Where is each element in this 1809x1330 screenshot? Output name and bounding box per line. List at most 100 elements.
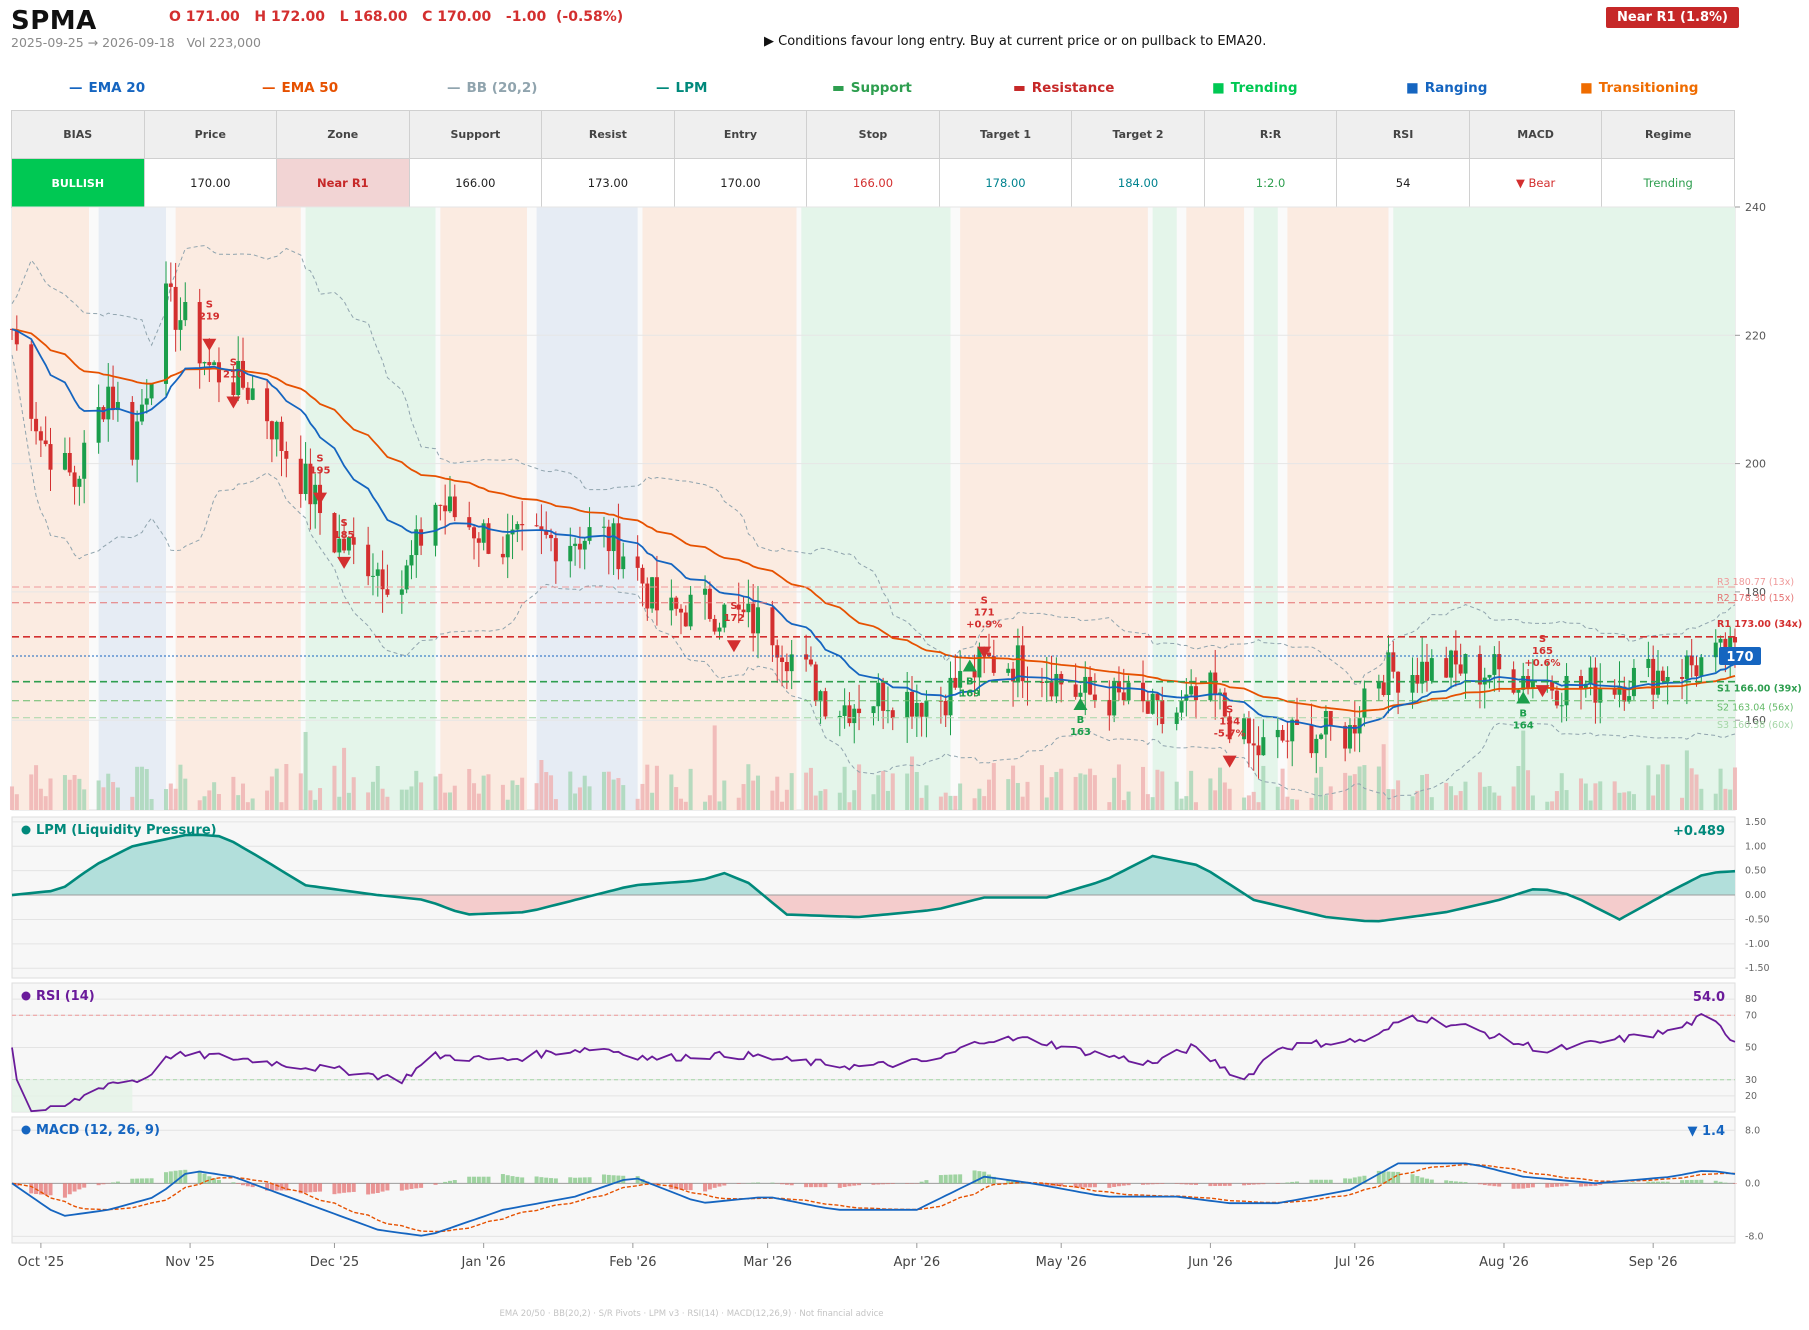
macd-histogram-bar xyxy=(1487,1183,1492,1186)
volume-bar xyxy=(919,797,924,810)
legend-ranging[interactable]: ■ Ranging xyxy=(1406,80,1487,96)
volume-bar xyxy=(1689,768,1694,810)
macd-histogram-bar xyxy=(1646,1181,1651,1184)
volume-bar xyxy=(1564,790,1569,810)
macd-signal-line xyxy=(11,1163,1736,1233)
candle-body xyxy=(265,388,270,422)
volume-bar xyxy=(645,764,650,810)
macd-histogram-bar xyxy=(924,1180,929,1184)
macd-histogram-bar xyxy=(1723,1182,1728,1184)
candle-body xyxy=(472,527,477,539)
chart-canvas[interactable]: 160 180 200 220 240 R3 180.77 (13x) R2 178.30 … xyxy=(0,200,1809,1305)
sr-level-label: R1 173.00 (34x) xyxy=(1717,619,1802,630)
volume-bar xyxy=(1545,801,1550,810)
volume-bar xyxy=(1242,797,1247,810)
macd-histogram-bar xyxy=(1078,1183,1083,1188)
legend-support[interactable]: ▬ Support xyxy=(832,80,912,96)
volume-bar xyxy=(1184,796,1189,810)
candle-body xyxy=(1246,718,1251,744)
candle-body xyxy=(1362,688,1367,718)
x-tick-label: Oct '25 xyxy=(18,1255,65,1270)
legend-ema50[interactable]: — EMA 50 xyxy=(262,80,338,96)
candle-body xyxy=(534,525,539,527)
candle-body xyxy=(1627,696,1632,702)
macd-histogram-bar xyxy=(1550,1183,1555,1188)
candle-body xyxy=(1290,719,1295,742)
candle-body xyxy=(909,691,915,717)
macd-histogram-bar xyxy=(1352,1177,1357,1184)
volume-bar xyxy=(1646,765,1651,810)
candle-body xyxy=(1424,661,1429,681)
candle-body xyxy=(746,603,751,613)
candle-body xyxy=(183,302,188,321)
signal-label: S xyxy=(730,601,737,612)
candle-body xyxy=(216,362,221,383)
legend-transitioning[interactable]: ■ Transitioning xyxy=(1580,80,1698,96)
volume-bar xyxy=(635,798,640,810)
candle-body xyxy=(414,529,419,556)
candle-body xyxy=(847,705,852,724)
col-header-rsi: RSI xyxy=(1336,110,1470,159)
macd-histogram-bar xyxy=(481,1176,486,1184)
signal-label: -5.7% xyxy=(1214,729,1246,740)
macd-histogram-bar xyxy=(1593,1183,1598,1186)
volume-bar xyxy=(1381,744,1386,810)
candle-body xyxy=(500,553,505,558)
volume-bar xyxy=(1598,781,1603,810)
macd-histogram-bar xyxy=(842,1183,847,1187)
candle-body xyxy=(1261,737,1266,756)
volume-bar xyxy=(1039,765,1044,810)
macd-histogram-bar xyxy=(337,1183,342,1194)
x-tick-label: Apr '26 xyxy=(893,1255,940,1270)
macd-histogram-bar xyxy=(29,1183,34,1194)
legend-lpm[interactable]: — LPM xyxy=(656,80,707,96)
macd-histogram-bar xyxy=(804,1183,809,1188)
candle-body xyxy=(1651,658,1656,695)
candle-body xyxy=(452,496,457,518)
macd-histogram-bar xyxy=(515,1176,520,1184)
regime-band-transitioning xyxy=(12,207,90,810)
volume-bar xyxy=(106,773,111,810)
legend-trending[interactable]: ■ Trending xyxy=(1212,80,1297,96)
volume-bar xyxy=(1285,796,1290,810)
macd-histogram-bar xyxy=(1155,1183,1160,1185)
legend-label: Transitioning xyxy=(1598,80,1699,96)
candle-body xyxy=(722,604,727,628)
candle-body xyxy=(1357,717,1362,734)
macd-histogram-bar xyxy=(452,1180,457,1184)
cell-price: 170.00 xyxy=(143,158,278,208)
volume-bar xyxy=(881,770,886,810)
candle-body xyxy=(1699,657,1704,677)
legend-bb[interactable]: — BB (20,2) xyxy=(447,80,537,96)
footer-note: EMA 20/50 · BB(20,2) · S/R Pivots · LPM … xyxy=(499,1309,884,1319)
volume-bar xyxy=(202,796,207,810)
legend-resistance[interactable]: ▬ Resistance xyxy=(1013,80,1114,96)
volume-bar xyxy=(414,770,419,810)
volume-bar xyxy=(717,801,722,810)
candle-body xyxy=(1227,716,1232,740)
volume-bar xyxy=(611,779,616,810)
signal-label: S xyxy=(340,518,347,529)
candle-body xyxy=(1088,676,1093,695)
signal-label: 172 xyxy=(723,613,744,624)
candle-body xyxy=(82,442,87,479)
col-header-entry: Entry xyxy=(673,110,808,159)
volume-bar xyxy=(741,784,746,810)
macd-histogram-bar xyxy=(419,1183,424,1188)
macd-histogram-bar xyxy=(447,1180,452,1184)
candle-body xyxy=(1155,693,1160,701)
price-tick-label: 200 xyxy=(1745,458,1766,471)
macd-histogram-bar xyxy=(1554,1183,1559,1187)
regime-band-ranging xyxy=(536,207,638,810)
macd-histogram-bar xyxy=(135,1178,140,1184)
macd-histogram-bar xyxy=(881,1183,886,1185)
candle-body xyxy=(135,421,140,460)
candle-body xyxy=(303,463,308,495)
volume-bar xyxy=(366,792,371,810)
legend-ema20[interactable]: — EMA 20 xyxy=(69,80,145,96)
candle-body xyxy=(447,496,452,512)
volume-bar xyxy=(241,783,246,810)
candle-body xyxy=(1463,654,1468,674)
volume-bar xyxy=(1073,776,1078,810)
macd-histogram-bar xyxy=(38,1183,43,1195)
